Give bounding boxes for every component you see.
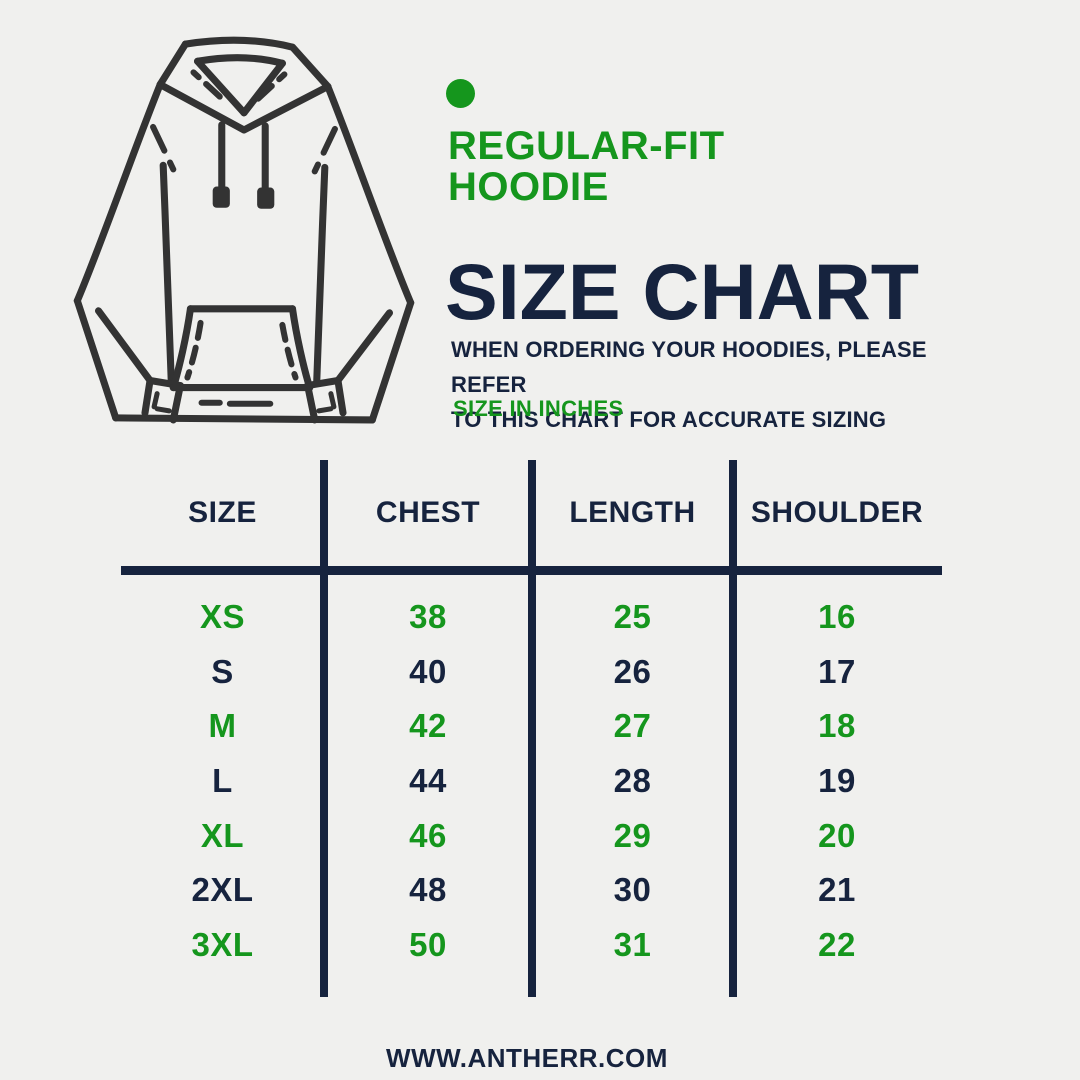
length-cell: 31: [613, 925, 652, 963]
size-cell: M: [208, 707, 237, 745]
product-title-line1: REGULAR-FIT: [448, 124, 725, 168]
table-divider-vertical-3: [729, 460, 737, 997]
length-cell: 28: [613, 762, 652, 800]
product-title: REGULAR-FIT HOODIE: [448, 126, 725, 208]
shoulder-cell: 19: [818, 762, 856, 800]
length-cell: 26: [613, 652, 652, 690]
length-cell: 29: [613, 816, 652, 854]
subtitle-line1: WHEN ORDERING YOUR HOODIES, PLEASE REFER: [451, 337, 927, 397]
length-cell: 27: [613, 707, 652, 745]
shoulder-cell: 20: [818, 816, 856, 854]
shoulder-cell: 17: [818, 652, 856, 690]
table-divider-vertical-2: [528, 460, 536, 997]
size-cell: S: [211, 652, 234, 690]
brand-dot-icon: [446, 79, 475, 108]
size-cell: XS: [199, 598, 246, 636]
unit-note: SIZE IN INCHES: [453, 396, 624, 421]
size-cell: XL: [200, 816, 245, 854]
chest-cell: 50: [409, 925, 447, 963]
length-cell: 25: [613, 598, 652, 636]
size-cell: 2XL: [191, 871, 254, 909]
chest-cell: 40: [409, 652, 447, 690]
subtitle-line2: TO THIS CHART FOR ACCURATE SIZING: [451, 407, 887, 432]
shoulder-cell: 21: [818, 871, 856, 909]
shoulder-cell: 16: [818, 598, 856, 636]
length-cell: 30: [613, 871, 652, 909]
chest-cell: 48: [409, 871, 447, 909]
product-title-line2: HOODIE: [448, 165, 609, 209]
table-header: SIZE CHEST LENGTH SHOULDER: [121, 460, 941, 566]
chest-cell: 38: [409, 598, 447, 636]
page-title: SIZE CHART: [445, 247, 919, 336]
chest-cell: 44: [409, 762, 447, 800]
shoulder-cell: 18: [818, 707, 856, 745]
table-divider-horizontal: [121, 566, 942, 575]
chest-cell: 46: [409, 816, 447, 854]
size-cell: 3XL: [191, 925, 254, 963]
website-url: WWW.ANTHERR.COM: [386, 1043, 668, 1073]
column-header-shoulder: SHOULDER: [750, 496, 924, 529]
subtitle: WHEN ORDERING YOUR HOODIES, PLEASE REFER…: [451, 332, 971, 437]
chest-cell: 42: [409, 707, 447, 745]
column-header-size: SIZE: [188, 496, 257, 529]
table-divider-vertical-1: [320, 460, 328, 997]
shoulder-cell: 22: [818, 925, 856, 963]
table-body: XS 38 25 16 S 40 26 17 M 42 27 18 L 44 2…: [121, 590, 941, 972]
column-header-chest: CHEST: [375, 496, 481, 529]
size-cell: L: [212, 762, 233, 800]
column-header-length: LENGTH: [569, 496, 696, 529]
hoodie-illustration-icon: [73, 36, 415, 424]
